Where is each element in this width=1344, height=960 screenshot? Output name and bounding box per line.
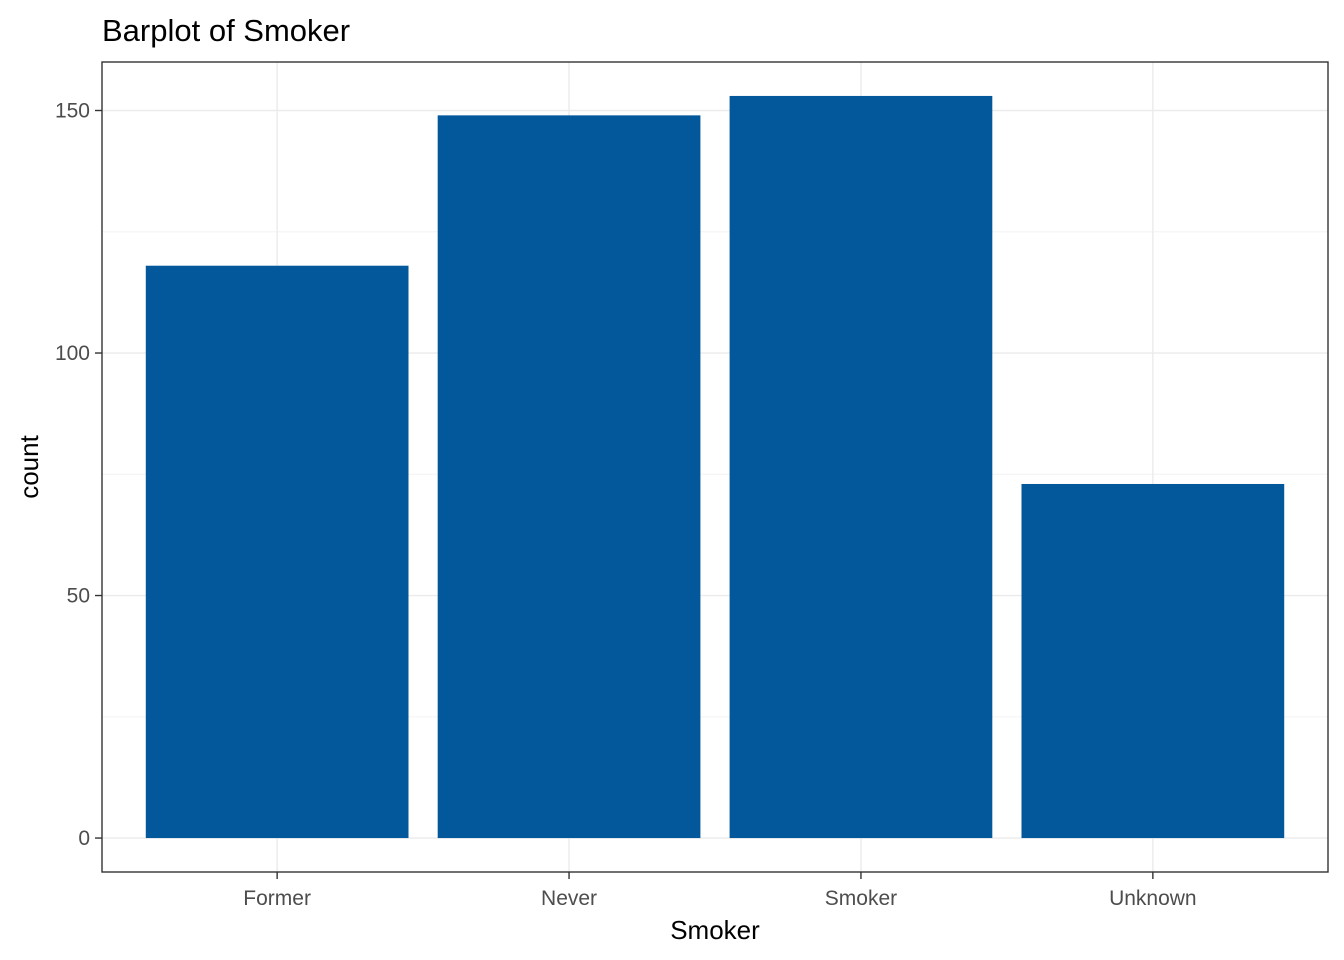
- x-tick-label: Former: [243, 887, 311, 910]
- plot-panel-border: [101, 61, 1329, 873]
- x-axis-title: Smoker: [670, 915, 760, 945]
- y-axis-ticks: 0 50 100 150: [55, 100, 102, 850]
- x-tick-label: Smoker: [825, 887, 897, 910]
- x-axis-ticks: Former Never Smoker Unknown: [243, 872, 1197, 910]
- bar-unknown: [1021, 483, 1285, 839]
- bars: [145, 95, 1285, 839]
- y-tick-label: 100: [55, 342, 90, 365]
- y-tick-label: 50: [67, 585, 90, 608]
- bar-former: [145, 265, 409, 839]
- x-tick-label: Never: [541, 887, 597, 910]
- chart-title: Barplot of Smoker: [102, 13, 350, 48]
- y-tick-label: 0: [78, 827, 90, 850]
- x-tick-label: Unknown: [1109, 887, 1197, 910]
- y-axis-title: count: [14, 434, 44, 498]
- y-tick-label: 150: [55, 100, 90, 123]
- bar-smoker: [729, 95, 993, 839]
- bar-never: [437, 115, 701, 839]
